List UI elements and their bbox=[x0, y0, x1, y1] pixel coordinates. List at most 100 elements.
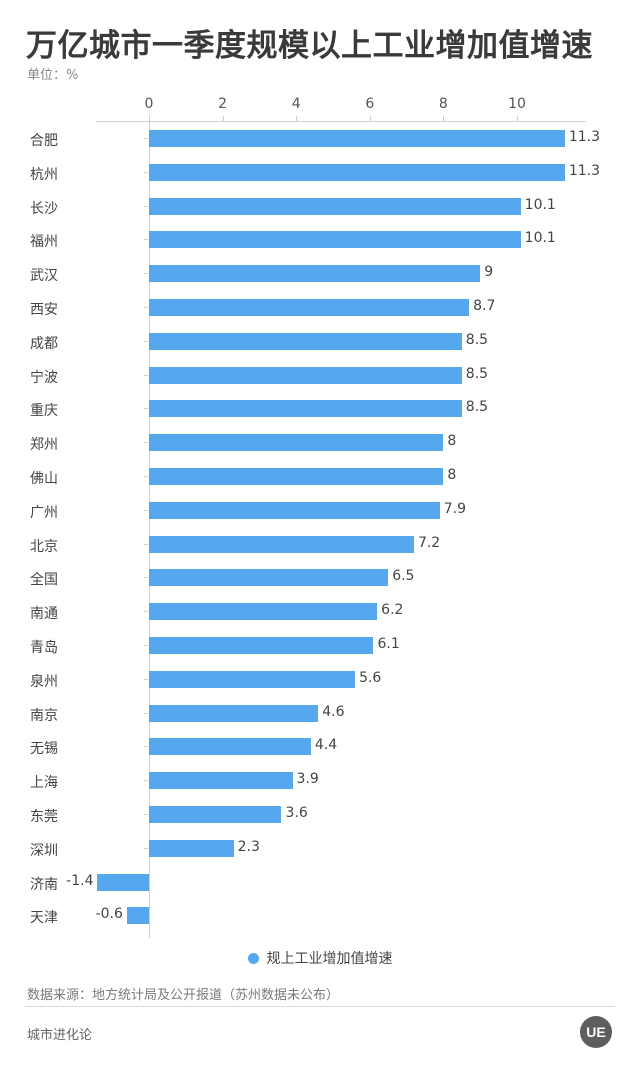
y-axis-tick bbox=[144, 577, 148, 579]
category-label: 宁波 bbox=[30, 369, 58, 386]
ue-logo-icon: UE bbox=[580, 1016, 612, 1048]
y-axis-tick bbox=[144, 746, 148, 748]
bar bbox=[149, 839, 234, 857]
bar-row: 福州 10.1 bbox=[0, 223, 640, 257]
value-label: 6.1 bbox=[377, 636, 400, 652]
y-axis-tick bbox=[144, 340, 148, 342]
value-label: 7.9 bbox=[443, 500, 466, 517]
brand-name: 城市进化论 bbox=[27, 1028, 93, 1043]
bar bbox=[149, 738, 311, 756]
y-axis-tick bbox=[144, 205, 148, 207]
category-label: 杭州 bbox=[30, 166, 58, 183]
bar-row: 青岛 6.1 bbox=[0, 629, 640, 663]
bar bbox=[149, 772, 293, 790]
x-axis-tick bbox=[443, 116, 445, 121]
category-label: 西安 bbox=[30, 302, 58, 318]
y-axis-tick bbox=[144, 543, 148, 545]
category-label: 佛山 bbox=[30, 471, 58, 487]
bar-row: 上海 3.9 bbox=[0, 764, 640, 798]
y-axis-tick bbox=[144, 678, 148, 680]
bar-row: 郑州 8 bbox=[0, 426, 640, 460]
category-label: 南通 bbox=[30, 606, 58, 623]
bar-row: 长沙 10.1 bbox=[0, 190, 640, 224]
bar bbox=[149, 704, 319, 722]
bar-row: 成都 8.5 bbox=[0, 325, 640, 359]
value-label: -1.4 bbox=[66, 872, 94, 889]
bar bbox=[149, 231, 521, 249]
category-label: 泉州 bbox=[30, 673, 58, 690]
bar-row: 东莞 3.6 bbox=[0, 798, 640, 832]
x-axis-tick bbox=[149, 116, 150, 121]
bar-row: 西安 8.7 bbox=[0, 291, 640, 325]
bar-row: 重庆 8.5 bbox=[0, 392, 640, 426]
bar-row: 深圳 2.3 bbox=[0, 832, 640, 866]
value-label: 8.5 bbox=[465, 365, 489, 382]
y-axis-tick bbox=[144, 476, 148, 477]
y-axis-tick bbox=[144, 408, 148, 410]
category-label: 济南 bbox=[30, 876, 58, 893]
bar-row: 武汉 9 bbox=[0, 257, 640, 291]
category-label: 重庆 bbox=[30, 403, 58, 420]
category-label: 无锡 bbox=[30, 741, 58, 758]
bar-row: 广州 7.9 bbox=[0, 494, 640, 528]
bar bbox=[149, 163, 565, 181]
value-label: 5.6 bbox=[359, 669, 382, 686]
bar-row: 泉州 5.6 bbox=[0, 663, 640, 697]
bar-row: 济南 -1.4 bbox=[0, 866, 640, 900]
bar bbox=[149, 535, 414, 553]
bar bbox=[149, 603, 378, 621]
bar bbox=[149, 400, 462, 418]
bar bbox=[149, 299, 470, 316]
value-label: 6.2 bbox=[381, 602, 404, 619]
value-label: 8 bbox=[447, 467, 457, 483]
y-axis-tick bbox=[144, 847, 148, 849]
category-label: 青岛 bbox=[30, 640, 58, 656]
bar bbox=[149, 468, 444, 485]
y-axis-tick bbox=[144, 138, 148, 139]
x-axis-tick bbox=[222, 116, 224, 121]
category-label: 成都 bbox=[30, 335, 58, 352]
value-label: 8 bbox=[447, 433, 457, 450]
y-axis-tick bbox=[144, 712, 148, 714]
unit-label: 单位：% bbox=[27, 68, 79, 83]
bar bbox=[149, 197, 521, 215]
y-axis-tick bbox=[144, 611, 148, 613]
value-label: 3.9 bbox=[296, 771, 319, 788]
value-label: 8.7 bbox=[473, 298, 496, 314]
x-axis-tick bbox=[517, 116, 518, 121]
bar bbox=[149, 434, 444, 452]
value-label: 4.4 bbox=[314, 737, 338, 754]
bar bbox=[149, 366, 462, 384]
bar-row: 天津 -0.6 bbox=[0, 899, 640, 933]
bar-row: 全国 6.5 bbox=[0, 561, 640, 595]
legend: 规上工业增加值增速 bbox=[0, 948, 640, 968]
bar bbox=[149, 806, 282, 823]
y-axis-tick bbox=[144, 171, 148, 173]
x-axis-tick-label: 4 bbox=[291, 96, 301, 112]
x-axis-tick-label: 6 bbox=[365, 96, 375, 112]
value-label: 8.5 bbox=[465, 399, 489, 416]
value-label: 11.3 bbox=[568, 162, 600, 179]
y-axis-tick bbox=[144, 814, 148, 815]
x-axis-tick-label: 8 bbox=[438, 96, 448, 112]
footer-divider bbox=[25, 1006, 615, 1007]
bar-row: 佛山 8 bbox=[0, 460, 640, 494]
value-label: 3.6 bbox=[285, 805, 308, 821]
x-axis-tick bbox=[296, 116, 298, 121]
y-axis-tick bbox=[144, 307, 148, 308]
value-label: 10.1 bbox=[524, 196, 556, 213]
x-axis-tick-label: 0 bbox=[144, 96, 154, 112]
value-label: 6.5 bbox=[392, 568, 415, 585]
category-label: 广州 bbox=[30, 504, 58, 521]
legend-dot-icon bbox=[247, 953, 259, 964]
bar-row: 南京 4.6 bbox=[0, 697, 640, 731]
bar bbox=[97, 873, 149, 891]
bar-row: 合肥 11.3 bbox=[0, 122, 640, 156]
category-label: 东莞 bbox=[30, 809, 58, 825]
bar bbox=[149, 332, 462, 350]
x-axis-line bbox=[96, 121, 586, 122]
category-label: 深圳 bbox=[30, 842, 58, 859]
bar-row: 无锡 4.4 bbox=[0, 730, 640, 764]
bar-row: 南通 6.2 bbox=[0, 595, 640, 629]
bar-chart: 0 2 4 6 8 10 合肥 11.3 杭州 11.3 长沙 10.1 福州 10.1 武汉 9 西安 8.7… bbox=[0, 96, 640, 938]
